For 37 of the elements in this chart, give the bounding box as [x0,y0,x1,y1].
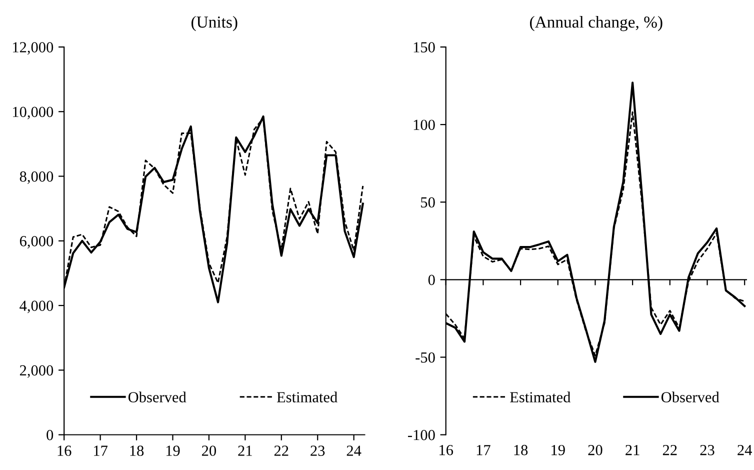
x-tick-label: 20 [202,446,216,456]
x-tick-label: 24 [738,444,752,456]
x-tick-label: 21 [238,446,252,456]
y-tick-label: 10,000 [13,106,54,120]
y-tick-label: 0 [46,430,54,440]
y-tick-label: 50 [421,197,435,208]
x-tick-label: 16 [58,446,72,456]
x-tick-label: 19 [552,444,565,456]
y-tick-label: 2,000 [20,365,54,378]
x-tick-label: 18 [514,444,528,456]
legend-label: Estimated [276,392,338,402]
x-tick-label: 21 [626,444,640,456]
chart-title: (Units) [192,16,238,32]
y-tick-label: -50 [416,352,435,363]
legend-label: Estimated [510,392,571,402]
x-tick-label: 20 [588,444,602,456]
chart-title: (Annual change, %) [530,16,662,32]
y-tick-label: -100 [408,430,435,440]
y-tick-label: 0 [428,274,435,286]
y-tick-label: 100 [414,120,435,130]
x-tick-label: 24 [346,446,362,456]
x-tick-label: 17 [94,446,108,456]
y-tick-label: 4,000 [20,300,54,314]
x-tick-label: 18 [130,446,144,456]
x-tick-label: 23 [700,444,714,456]
x-tick-label: 22 [274,446,288,456]
legend-label: Observed [661,392,720,402]
y-tick-label: 6,000 [20,236,54,249]
y-tick-label: 150 [414,42,435,52]
x-tick-label: 22 [662,444,677,456]
x-tick-label: 19 [166,446,180,456]
x-tick-label: 23 [310,446,325,456]
y-tick-label: 8,000 [20,171,54,184]
y-tick-label: 12,000 [13,42,54,55]
legend-label: Observed [128,392,186,402]
x-tick-label: 17 [476,444,490,456]
x-tick-label: 16 [440,444,454,456]
